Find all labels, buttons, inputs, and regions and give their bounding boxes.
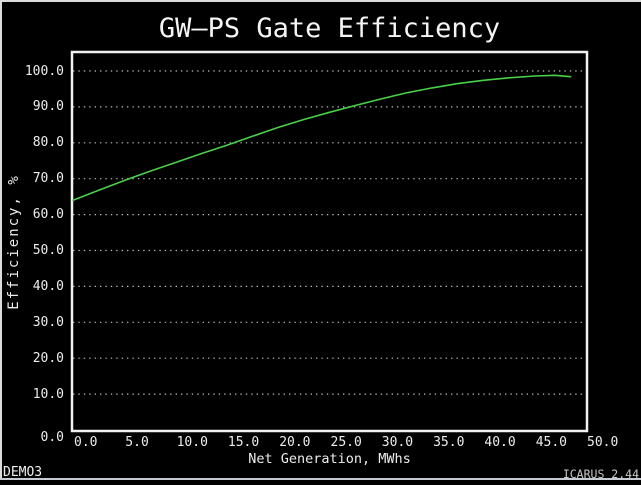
- x-tick-label: 15.0: [227, 435, 260, 450]
- y-tick-label: 50.0: [32, 243, 64, 258]
- y-axis-title: Efficiency, %: [6, 174, 22, 310]
- x-tick-label: 20.0: [279, 435, 311, 450]
- y-tick-label: 100.0: [24, 63, 64, 79]
- x-tick-label: 35.0: [433, 435, 465, 450]
- y-tick-label: 20.0: [32, 350, 64, 366]
- x-tick-label: 0.0: [74, 435, 98, 450]
- y-tick-label: 90.0: [32, 99, 64, 115]
- x-tick-label: 10.0: [176, 435, 208, 450]
- status-session-label: DEMO3: [3, 465, 43, 480]
- efficiency-curve: [72, 74, 572, 201]
- x-tick-label: 45.0: [535, 435, 567, 450]
- y-tick-label: 0.0: [40, 430, 64, 445]
- y-tick-label: 40.0: [32, 278, 64, 294]
- x-tick-label: 50.0: [587, 435, 619, 450]
- y-tick-label: 70.0: [32, 171, 64, 187]
- y-tick-label: 30.0: [32, 314, 64, 330]
- plot-frame: [70, 50, 589, 433]
- y-tick-label: 80.0: [32, 135, 64, 151]
- status-bar: DEMO3 ICARUS 2.44: [0, 464, 641, 481]
- x-axis-title: Net Generation, MWhs: [248, 451, 411, 467]
- status-app-version-label: ICARUS 2.44: [562, 467, 639, 481]
- x-tick-label: 5.0: [125, 435, 149, 450]
- y-tick-label: 60.0: [32, 207, 64, 223]
- status-bar-divider: [0, 478, 641, 480]
- x-tick-label: 25.0: [330, 435, 362, 450]
- y-tick-label: 10.0: [32, 386, 64, 402]
- screen-border-left: [0, 0, 2, 478]
- x-tick-label: 30.0: [381, 435, 414, 450]
- screen-border-top: [0, 0, 641, 2]
- chart-title: GW—PS Gate Efficiency: [158, 13, 501, 44]
- x-tick-label: 40.0: [484, 435, 516, 450]
